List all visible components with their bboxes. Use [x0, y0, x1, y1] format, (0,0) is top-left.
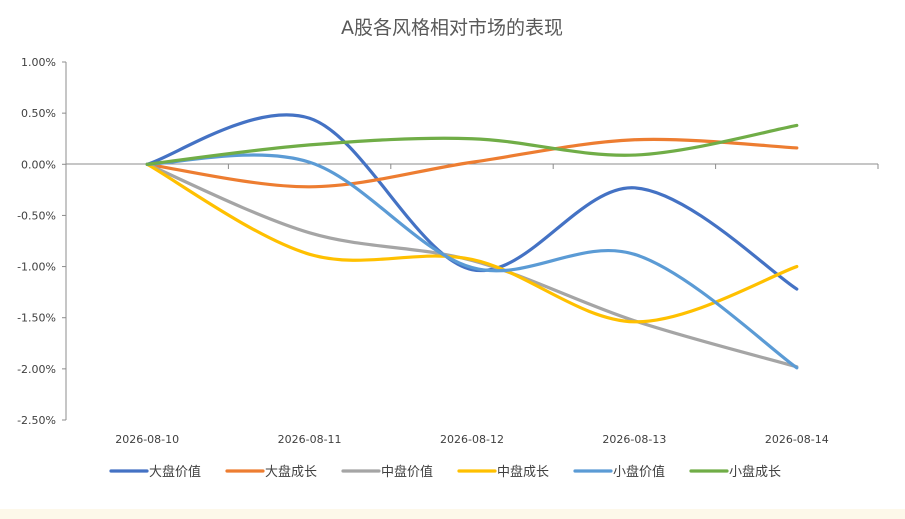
- legend-label: 中盘成长: [497, 464, 549, 480]
- y-tick-label: 0.50%: [21, 107, 56, 120]
- chart-title: A股各风格相对市场的表现: [341, 17, 563, 39]
- x-tick-label: 2026-08-12: [440, 433, 504, 446]
- y-tick-label: 0.00%: [21, 158, 56, 171]
- series-line-小盘成长: [145, 123, 799, 166]
- legend-label: 小盘价值: [613, 464, 665, 480]
- series-line-大盘价值: [145, 113, 799, 291]
- series-line-中盘价值: [145, 162, 799, 369]
- legend-label: 小盘成长: [729, 464, 781, 480]
- bottom-strip: [0, 509, 905, 519]
- x-tick-label: 2026-08-10: [115, 433, 179, 446]
- y-tick-label: -2.50%: [17, 414, 56, 427]
- y-tick-label: -1.50%: [17, 312, 56, 325]
- axes: 1.00% 0.50% 0.00% -0.50% -1.00% -1.50% -2.00% -…: [17, 56, 879, 446]
- legend-label: 中盘价值: [381, 464, 433, 480]
- y-tick-label: 1.00%: [21, 56, 56, 69]
- y-tick-label: -2.00%: [17, 363, 56, 376]
- y-tick-label: -1.00%: [17, 261, 56, 274]
- series-line-大盘成长: [145, 137, 799, 189]
- legend-label: 大盘成长: [265, 464, 317, 480]
- x-tick-label: 2026-08-11: [278, 433, 342, 446]
- series-lines: [145, 113, 799, 370]
- series-line-中盘成长: [145, 162, 799, 324]
- legend-label: 大盘价值: [149, 464, 201, 480]
- series-line-小盘价值: [145, 153, 799, 370]
- legend: 大盘价值 大盘成长 中盘价值 中盘成长 小盘价值 小盘成长: [109, 464, 781, 480]
- y-tick-label: -0.50%: [17, 209, 56, 222]
- x-tick-label: 2026-08-13: [602, 433, 666, 446]
- x-tick-label: 2026-08-14: [765, 433, 829, 446]
